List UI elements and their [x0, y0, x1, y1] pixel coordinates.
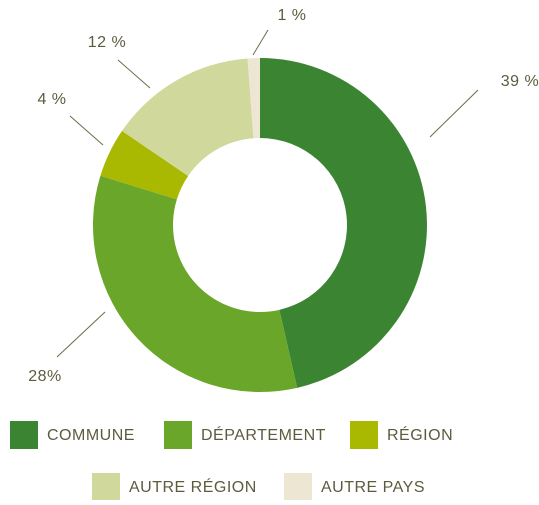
legend-label: COMMUNE: [47, 427, 135, 444]
leader-line: [69, 115, 104, 146]
legend-label: AUTRE RÉGION: [129, 477, 257, 496]
leader-line: [56, 311, 106, 358]
donut-slice: [92, 175, 298, 393]
data-label: 28%: [28, 368, 62, 385]
leader-line: [117, 59, 151, 89]
legend-swatch: [10, 421, 38, 449]
legend-label: AUTRE PAYS: [321, 479, 425, 496]
legend-swatch: [92, 473, 120, 501]
leader-line: [429, 89, 479, 138]
leader-line: [252, 29, 269, 56]
donut-slice: [260, 58, 428, 388]
data-label: 12 %: [88, 34, 126, 51]
legend-label: DÉPARTEMENT: [201, 425, 326, 444]
legend-swatch: [350, 421, 378, 449]
legend-swatch: [164, 421, 192, 449]
data-label: 4 %: [37, 91, 66, 108]
data-label: 39 %: [501, 73, 539, 90]
donut-slice: [247, 58, 260, 139]
donut-slice: [100, 130, 189, 200]
data-label: 1 %: [277, 7, 306, 24]
legend-label: RÉGION: [387, 425, 453, 444]
legend-swatch: [284, 473, 312, 501]
donut-slice: [122, 58, 254, 176]
